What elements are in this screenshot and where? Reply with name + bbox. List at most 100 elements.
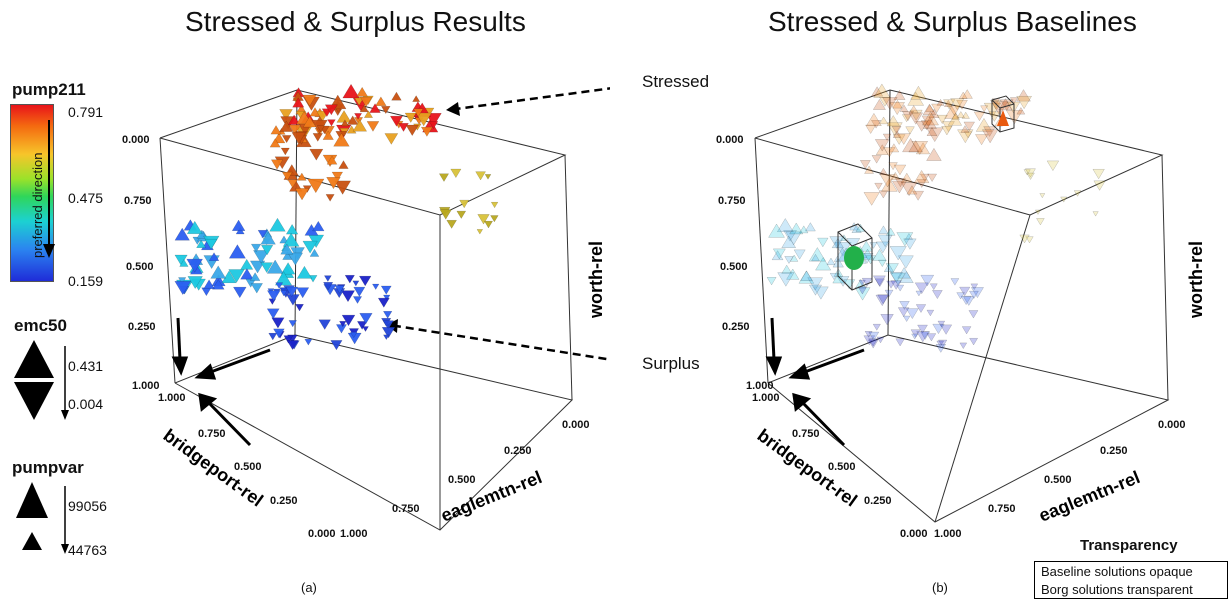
glyph-cone (865, 124, 877, 135)
glyph-cone (920, 274, 935, 287)
z-tick: 0.750 (198, 428, 226, 440)
glyph-cone (879, 174, 896, 188)
glyph-cone (948, 105, 961, 117)
glyph-cone (884, 289, 894, 298)
glyph-cone (888, 162, 898, 171)
glyph-cone (914, 282, 929, 295)
glyph-cone (875, 294, 890, 307)
glyph-cone (903, 238, 917, 250)
glyph-cone (344, 274, 355, 284)
glyph-cone (956, 99, 968, 110)
glyph-cone (375, 96, 387, 106)
glyph-cone (316, 125, 325, 133)
glyph-cone (834, 242, 852, 257)
glyph-cone (783, 230, 797, 242)
glyph-cone (864, 165, 875, 174)
glyph-cone (781, 235, 797, 248)
glyph-cone (931, 290, 943, 300)
glyph-cone (382, 320, 394, 330)
glyph-cone (890, 272, 906, 286)
glyph-cone (826, 257, 836, 266)
glyph-cone (894, 178, 906, 188)
glyph-cone (352, 280, 360, 287)
glyph-cone (968, 310, 979, 319)
x-tick: 1.000 (934, 528, 962, 540)
glyph-cone (926, 147, 942, 161)
glyph-cone (882, 133, 892, 141)
glyph-cone (915, 304, 927, 314)
glyph-cone (872, 248, 887, 261)
axis-box (159, 89, 573, 531)
glyph-cone (869, 242, 878, 249)
x-tick: 0.000 (562, 419, 590, 431)
glyph-cone (208, 252, 220, 261)
glyph-cone (893, 89, 906, 100)
glyph-cone (324, 104, 338, 116)
glyph-cone (333, 132, 350, 147)
glyph-cone (798, 270, 815, 284)
glyph-cone (908, 112, 924, 125)
glyph-cone (1016, 89, 1031, 102)
glyph-cone (203, 279, 215, 289)
glyph-cone (885, 227, 896, 236)
glyph-cone (279, 109, 293, 121)
chart-title-left: Stressed & Surplus Results (185, 6, 526, 37)
glyph-cone (266, 290, 281, 302)
glyph-cone (957, 129, 974, 144)
legend-size-title: pumpvar (12, 458, 84, 477)
caption-right: (b) (932, 580, 948, 595)
glyph-cone (327, 119, 336, 127)
glyph-cone (383, 334, 390, 341)
glyph-cone (302, 240, 318, 254)
glyph-cone (1073, 190, 1082, 197)
y-tick: 0.000 (122, 134, 150, 146)
chart-right: 0.000 0.750 0.500 0.250 1.000 1.000 0.75… (716, 83, 1206, 540)
glyph-cone (807, 277, 824, 291)
glyph-cone (896, 232, 914, 247)
glyph-cone (865, 112, 882, 127)
transparency-line2: Borg solutions transparent (1041, 582, 1193, 597)
glyph-cone (279, 235, 289, 244)
glyph-cone (877, 294, 889, 305)
glyph-cone (793, 249, 806, 260)
glyph-cone (981, 129, 999, 144)
glyph-cone (1060, 196, 1068, 203)
glyph-cone (356, 321, 368, 330)
glyph-cone (412, 95, 421, 102)
glyph-cone (186, 258, 204, 273)
x-ticks: 1.000 0.750 0.500 0.250 0.000 (934, 419, 1186, 540)
legend-color-min: 0.159 (68, 273, 104, 289)
glyph-cone (950, 278, 960, 286)
glyph-cone (815, 256, 832, 271)
y-tick: 1.000 (132, 380, 160, 392)
glyph-cone (919, 173, 930, 182)
baseline-glyph-surplus (844, 246, 864, 270)
surplus-arrow (395, 324, 610, 361)
glyph-cone (318, 319, 332, 331)
glyph-cone (781, 264, 793, 274)
glyph-cone (295, 304, 304, 312)
glyph-cone (287, 252, 304, 266)
glyph-cone (877, 259, 887, 268)
glyph-cone (339, 320, 347, 328)
glyph-cone (874, 182, 883, 190)
glyph-cone (380, 105, 391, 115)
glyph-cone (296, 265, 313, 279)
glyph-cone (475, 171, 487, 181)
glyph-cone (304, 338, 313, 346)
glyph-cone (187, 276, 203, 290)
glyph-cone (878, 116, 889, 125)
glyph-cone (902, 137, 920, 153)
glyph-cone (890, 280, 902, 290)
glyph-cone (338, 160, 349, 169)
glyph-cone (271, 317, 285, 329)
glyph-cone (943, 99, 953, 107)
glyph-cone (886, 115, 900, 127)
baseline-box-stressed (991, 95, 1015, 133)
glyph-cone (273, 328, 285, 339)
legend-color-max: 0.791 (68, 104, 104, 120)
glyph-cone (352, 119, 368, 132)
glyph-cone (477, 214, 490, 225)
glyph-cone (878, 190, 889, 199)
glyph-cone (808, 247, 826, 262)
